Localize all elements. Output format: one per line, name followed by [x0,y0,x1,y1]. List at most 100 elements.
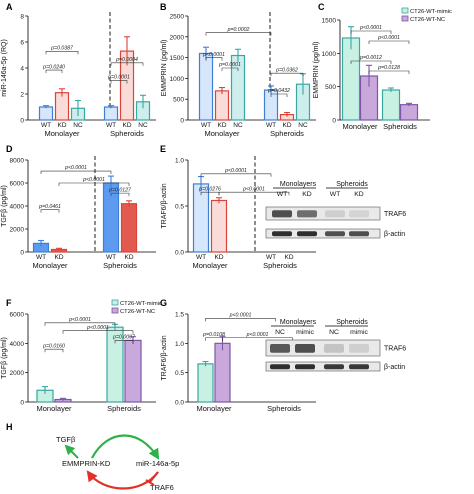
y-tick-label: 6 [20,40,24,47]
blot-band [272,231,292,237]
blot-band [295,364,315,370]
western-blot-1: Monolayers Spheroids WT KD WT KD TRAF6 β-actin [265,181,406,239]
legend-swatch [401,7,409,14]
diagram-node-tgfb: TGFβ [56,435,76,444]
x-tick-label: KD [214,254,223,261]
blot-lane-label: mimic [296,329,314,336]
y-tick-label: 8000 [10,158,25,165]
x-tick-label: KD [124,254,133,261]
y-tick-label: 6000 [10,181,25,188]
group-label: Monolayer [196,404,232,413]
legend-label: CT26-WT-NC [120,309,155,315]
diagram-node-traf6: TRAF6 [150,483,174,492]
y-axis-label: TGFβ (pg/ml) [1,185,8,227]
y-tick-label: 500 [325,84,336,91]
blot-lane-label: mimic [350,329,368,336]
y-tick-label: 0.0 [175,250,184,257]
panel-letter-a: A [6,2,13,12]
blot-band-label: β-actin [384,364,405,371]
p-value-label: p<0.0001 [224,168,247,174]
blot-header: Monolayers [280,181,317,188]
significance-bracket [205,337,223,341]
y-tick-label: 2000 [10,370,25,377]
activation-arrow [91,434,160,460]
y-tick-label: 0 [20,400,24,407]
group-label: Monolayer [36,404,72,413]
blot-band [349,210,369,218]
blot-band [325,210,345,218]
legend-swatch [111,299,119,306]
p-value-label: p<0.0001 [202,52,225,58]
x-tick-label: KD [54,254,63,261]
significance-bracket [350,30,392,34]
y-tick-label: 0 [20,118,24,125]
blot-band [325,231,345,237]
bar-kd [214,90,230,121]
chart-panel-g: 0.0 0.5 1.0 1.5 TRAF6/β-actin Monolayer Sphero… [161,312,316,413]
p-value-label: p<0.0001 [229,313,252,319]
significance-bracket [40,209,60,213]
p-value-label: p=0.0004 [115,57,138,63]
panel-letter-d: D [6,144,13,154]
significance-bracket [368,70,410,74]
panel-letter-g: G [160,298,167,308]
blot-lane-label: NC [275,329,285,336]
significance-bracket [205,57,223,61]
p-value-label: p=0.0002 [227,27,250,33]
x-tick-label: KD [122,122,131,129]
y-tick-label: 1.0 [175,158,184,165]
bar-nc [399,104,419,121]
x-tick-label: NC [233,122,243,129]
blot-band [324,364,344,370]
group-label: Spheroids [267,404,301,413]
y-tick-label: 500 [173,97,184,104]
p-value-label: p=0.0001 [218,62,241,68]
significance-bracket [44,348,64,353]
group-label: Monolayer [192,261,228,270]
y-tick-label: 0.5 [175,204,184,211]
legend-label: CT26-WT-mimic [120,301,162,307]
y-tick-label: 6000 [10,312,25,319]
chart-panel-b: 0 500 1000 1500 2000 2500 EMMPRIN (pg/ml) WT KD N… [161,12,316,138]
significance-bracket [222,337,293,341]
y-tick-label: 2500 [170,14,185,21]
x-tick-label: WT [266,254,276,261]
chart-panel-f: 0 2000 4000 6000 TGFβ (pg/ml) Monolayer Sphero… [1,299,162,413]
p-value-label: p=0.0461 [38,204,61,210]
y-tick-label: 1000 [170,76,185,83]
diagram-node-mir146a: miR-146a-5p [136,459,179,468]
p-value-label: p<0.0001 [359,25,382,31]
x-tick-label: WT [106,254,116,261]
bar-wt [38,106,54,121]
y-axis-label: EMMPRIN (pg/ml) [313,42,320,99]
blot-strip [265,361,381,372]
significance-bracket [110,192,130,197]
blot-strip [265,339,381,357]
blot-band [349,344,369,353]
p-value-label: p<0.0001 [64,165,87,171]
group-label: Spheroids [103,261,137,270]
significance-bracket [368,40,410,44]
y-tick-label: 8 [20,14,24,21]
group-label: Spheroids [270,129,304,138]
x-tick-label: KD [282,122,291,129]
significance-bracket [350,60,392,64]
y-axis-label: TRAF6/β-actin [161,335,168,380]
p-value-label: p=0.0128 [377,65,400,71]
blot-header: Spheroids [336,181,368,188]
significance-bracket [218,191,290,196]
blot-band [272,210,292,218]
y-axis-label: miR-146a-5p (RQ) [1,39,8,97]
panel-letter-c: C [318,2,325,12]
panel-letter-f: F [6,298,12,308]
blot-strip [265,206,381,221]
y-tick-label: 4000 [10,341,25,348]
inhibition-line-traf6 [149,471,159,483]
blot-lane-label: KD [302,191,312,198]
x-tick-label: WT [41,122,51,129]
significance-bracket [205,318,276,322]
y-tick-label: 1.5 [175,312,184,319]
blot-band [349,231,369,237]
significance-bracket [205,32,272,36]
